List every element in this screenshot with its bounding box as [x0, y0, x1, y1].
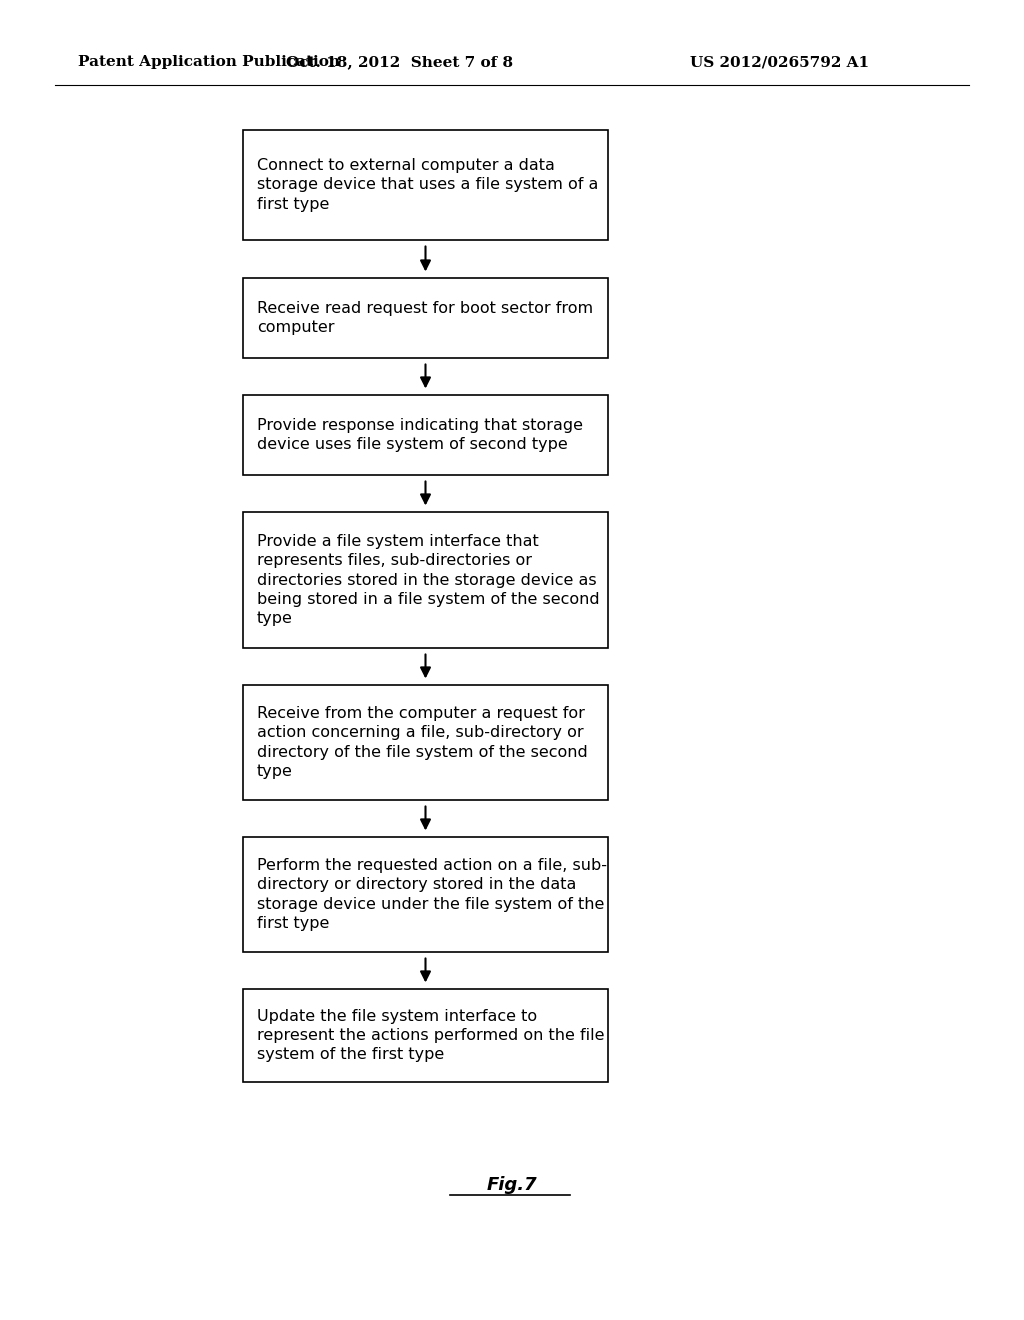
Text: Receive read request for boot sector from
computer: Receive read request for boot sector fro… [257, 301, 593, 335]
FancyBboxPatch shape [243, 685, 608, 800]
Text: US 2012/0265792 A1: US 2012/0265792 A1 [690, 55, 869, 69]
Text: Connect to external computer a data
storage device that uses a file system of a
: Connect to external computer a data stor… [257, 158, 598, 211]
Text: Provide response indicating that storage
device uses file system of second type: Provide response indicating that storage… [257, 418, 583, 451]
FancyBboxPatch shape [243, 837, 608, 952]
Text: Provide a file system interface that
represents files, sub-directories or
direct: Provide a file system interface that rep… [257, 535, 600, 626]
FancyBboxPatch shape [243, 512, 608, 648]
Text: Receive from the computer a request for
action concerning a file, sub-directory : Receive from the computer a request for … [257, 706, 588, 779]
FancyBboxPatch shape [243, 129, 608, 240]
Text: Update the file system interface to
represent the actions performed on the file
: Update the file system interface to repr… [257, 1008, 604, 1063]
FancyBboxPatch shape [243, 279, 608, 358]
Text: Perform the requested action on a file, sub-
directory or directory stored in th: Perform the requested action on a file, … [257, 858, 607, 931]
Text: Fig.7: Fig.7 [486, 1176, 538, 1195]
FancyBboxPatch shape [243, 989, 608, 1082]
Text: Patent Application Publication: Patent Application Publication [78, 55, 340, 69]
Text: Oct. 18, 2012  Sheet 7 of 8: Oct. 18, 2012 Sheet 7 of 8 [287, 55, 514, 69]
FancyBboxPatch shape [243, 395, 608, 475]
